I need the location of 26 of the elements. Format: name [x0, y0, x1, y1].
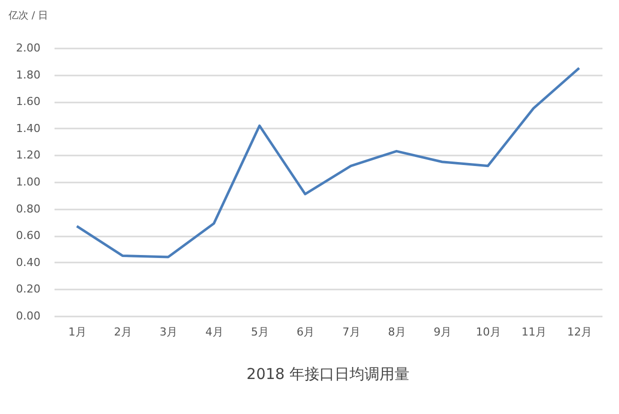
- x-tick-label: 6月: [296, 326, 315, 338]
- line-series: [76, 66, 580, 258]
- x-tick-label: 7月: [342, 326, 360, 338]
- y-tick-label: 1.60: [16, 95, 40, 108]
- x-tick-label: 1月: [68, 326, 86, 338]
- text: 2018 年接口日均调用量: [246, 365, 410, 383]
- x-tick-label: 3月: [160, 326, 178, 338]
- y-tick-label: 0.80: [16, 202, 40, 216]
- y-tick-label: 0.60: [16, 229, 40, 242]
- y-tick-label: 1.40: [16, 122, 40, 135]
- x-tick-label: 11月: [522, 326, 546, 338]
- y-tick-label: 0.00: [16, 310, 40, 322]
- y-tick-label: 2.00: [16, 42, 40, 54]
- x-tick-label: 9月: [434, 326, 452, 338]
- y-axis-title: 亿次 / 日: [8, 10, 48, 22]
- y-tick-label: 1.80: [16, 68, 40, 82]
- x-tick-label: 4月: [205, 326, 224, 338]
- y-tick-label: 1.00: [16, 176, 40, 188]
- x-tick-label: 10月: [476, 326, 501, 338]
- y-tick-label: 0.40: [16, 256, 40, 269]
- x-tick-label: 2月: [114, 326, 132, 338]
- x-tick-label: 12月: [567, 326, 592, 338]
- y-tick-label: 0.20: [16, 282, 40, 296]
- y-tick-label: 1.20: [16, 148, 40, 162]
- x-tick-label: 8月: [388, 326, 406, 338]
- x-tick-label: 5月: [251, 326, 269, 338]
